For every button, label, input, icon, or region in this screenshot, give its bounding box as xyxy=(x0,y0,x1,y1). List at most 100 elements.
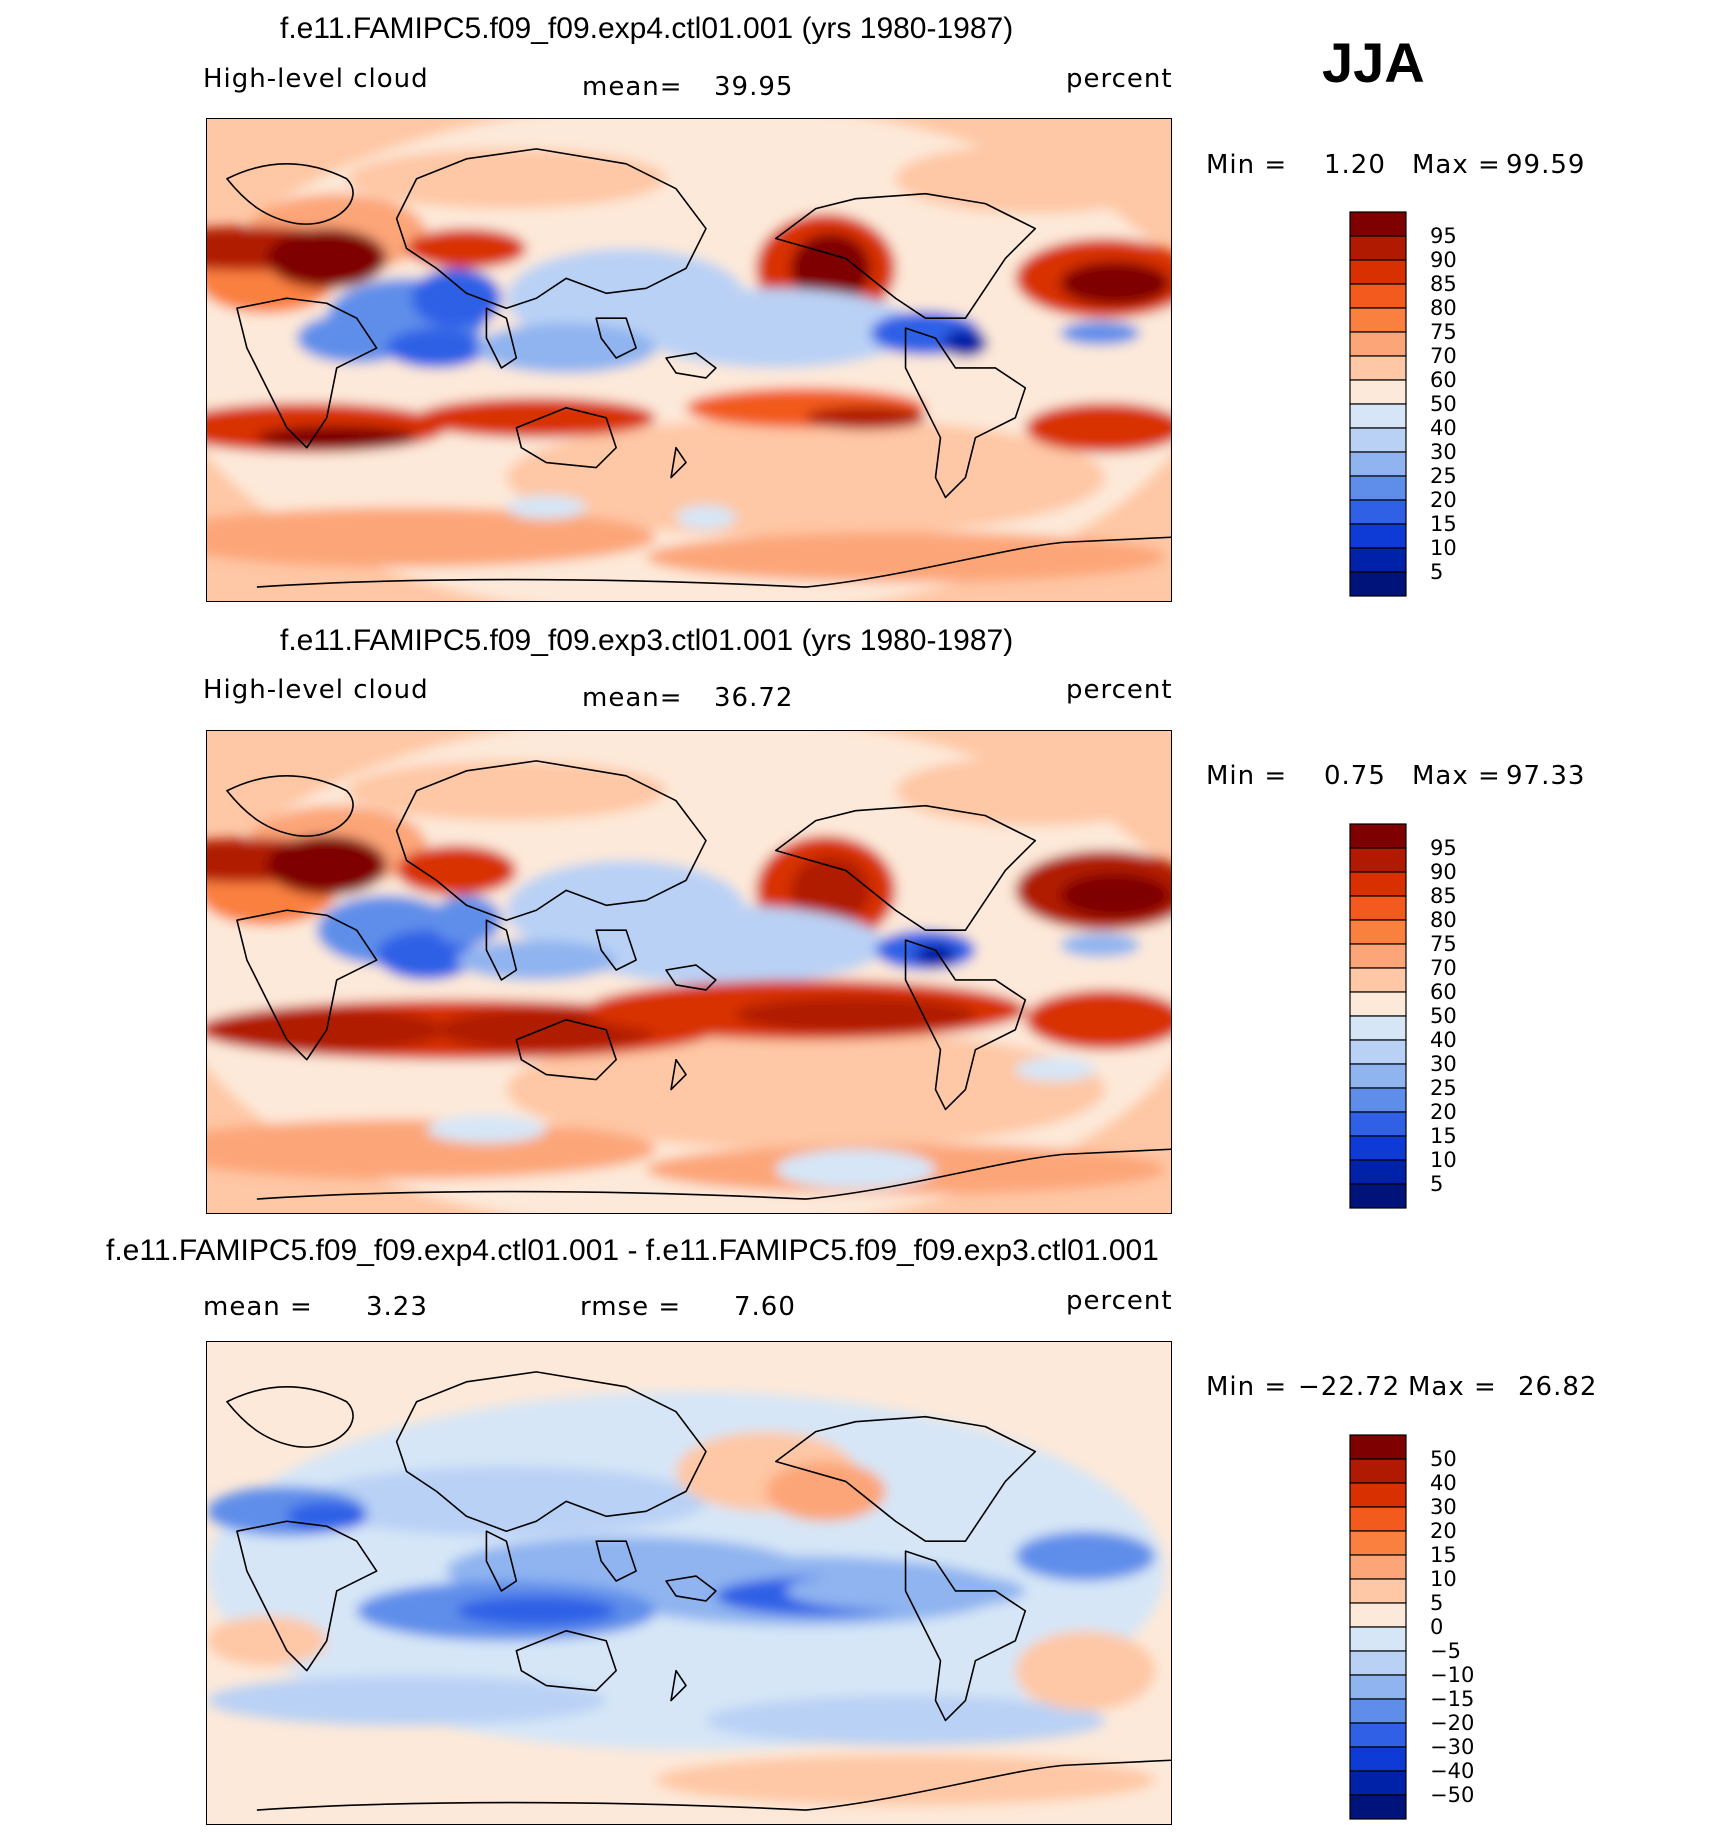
panel2-max-label: Max = xyxy=(1412,761,1501,791)
panel1-mean-value: 39.95 xyxy=(714,72,794,102)
field-contour-region xyxy=(506,495,587,520)
field-contour-region xyxy=(426,1115,547,1144)
panel2-min-value: 0.75 xyxy=(1324,761,1386,791)
colorbar-tick-label: 85 xyxy=(1430,272,1457,296)
field-contour-region xyxy=(266,835,387,896)
coastline-segment xyxy=(226,163,354,225)
field-contour-region xyxy=(411,268,502,329)
colorbar-swatch xyxy=(1349,1183,1407,1209)
panel3-max-value: 26.82 xyxy=(1518,1372,1598,1402)
field-contour-region xyxy=(207,1675,607,1726)
field-contour-region xyxy=(1060,873,1171,918)
colorbar-swatch xyxy=(1349,991,1407,1017)
colorbar-swatch xyxy=(1349,1087,1407,1113)
field-contour-region xyxy=(207,1119,656,1180)
field-contour-region xyxy=(656,1755,1156,1806)
colorbar-tick-label: 70 xyxy=(1430,344,1457,368)
panel2-mean-label: mean= xyxy=(582,683,683,713)
colorbar-tick-label: −30 xyxy=(1430,1735,1474,1759)
panel2-colorbar: 95 90 85 80 75 70 60 50 40 30 25 20 15 10 5 xyxy=(1348,823,1548,1212)
field-contour-region xyxy=(735,996,976,1033)
coastline-segment xyxy=(256,1148,1171,1200)
coastline-segment xyxy=(904,939,1027,1111)
coastline-segment xyxy=(226,1386,354,1448)
colorbar-swatch xyxy=(1349,1506,1407,1532)
field-contour-region xyxy=(566,905,886,985)
field-contour-region xyxy=(296,313,417,363)
colorbar-swatch xyxy=(1349,523,1407,549)
panel1-min-label: Min = xyxy=(1206,150,1288,180)
field-contour-region xyxy=(775,1149,936,1190)
panel2-mean-value: 36.72 xyxy=(714,683,794,713)
coastlines xyxy=(226,1371,1171,1811)
panel1-max-value: 99.59 xyxy=(1506,150,1586,180)
panel3-map-svg xyxy=(207,1342,1171,1824)
coastline-segment xyxy=(665,1575,717,1602)
coastline-segment xyxy=(395,1371,707,1533)
colorbar-tick-label: 10 xyxy=(1430,1148,1457,1172)
panel2-units: percent xyxy=(1066,675,1173,705)
field-contour-region xyxy=(1060,933,1141,958)
colorbar-swatch xyxy=(1349,1530,1407,1556)
coastline-segment xyxy=(904,1550,1027,1722)
colorbar-swatch xyxy=(1349,847,1407,873)
colorbar-tick-label: 70 xyxy=(1430,956,1457,980)
colorbar-swatch xyxy=(1349,499,1407,525)
colorbar-swatch xyxy=(1349,895,1407,921)
panel1-map xyxy=(206,118,1172,602)
panel2-map xyxy=(206,730,1172,1214)
colorbar-swatch xyxy=(1349,1746,1407,1772)
coastline-segment xyxy=(515,407,617,469)
colorbar-tick-label: −15 xyxy=(1430,1687,1474,1711)
panel3-min-value: −22.72 xyxy=(1298,1372,1401,1402)
coastline-segment xyxy=(670,446,687,479)
colorbar-swatch xyxy=(1349,355,1407,381)
panel2-min-label: Min = xyxy=(1206,761,1288,791)
coastline-segment xyxy=(236,1520,378,1672)
colorbar-tick-label: 30 xyxy=(1430,1052,1457,1076)
coastline-segment xyxy=(395,148,707,310)
season-label: JJA xyxy=(1322,31,1425,94)
colorbar-swatch xyxy=(1349,1602,1407,1628)
colorbar-swatch xyxy=(1349,967,1407,993)
colorbar-swatch xyxy=(1349,475,1407,501)
field-contour-region xyxy=(915,943,956,968)
colorbar-swatch xyxy=(1349,1626,1407,1652)
panel2-variable: High-level cloud xyxy=(203,675,429,705)
colorbar-tick-label: −20 xyxy=(1430,1711,1474,1735)
colorbar-swatch xyxy=(1349,1794,1407,1820)
colorbar-swatch xyxy=(1349,283,1407,309)
colorbar-swatch xyxy=(1349,1722,1407,1748)
colorbar-tick-label: 80 xyxy=(1430,908,1457,932)
field-contours xyxy=(207,731,1171,1213)
panel1-map-svg xyxy=(207,119,1171,601)
colorbar-swatch xyxy=(1349,259,1407,285)
coastline-segment xyxy=(670,1058,687,1091)
panel2-title: f.e11.FAMIPC5.f09_f09.exp3.ctl01.001 (yr… xyxy=(280,624,1014,657)
field-contour-region xyxy=(396,845,517,896)
colorbar-tick-label: 25 xyxy=(1430,464,1457,488)
field-contour-region xyxy=(636,288,916,368)
colorbar-tick-label: 85 xyxy=(1430,884,1457,908)
colorbar-swatch xyxy=(1349,823,1407,849)
colorbar-swatch xyxy=(1349,403,1407,429)
colorbar-swatch xyxy=(1349,1063,1407,1089)
colorbar-tick-label: 50 xyxy=(1430,1447,1457,1471)
coastline-segment xyxy=(775,192,1037,319)
field-contour-region xyxy=(1060,261,1171,306)
coastline-segment xyxy=(515,1019,617,1081)
coastline-segment xyxy=(256,536,1171,588)
colorbar-swatch xyxy=(1349,1482,1407,1508)
coastline-segment xyxy=(665,352,717,379)
colorbar-tick-label: −50 xyxy=(1430,1783,1474,1807)
coastline-segment xyxy=(670,1669,687,1702)
coastline-segment xyxy=(775,1415,1037,1542)
coastlines xyxy=(226,148,1171,588)
field-contour-region xyxy=(207,1615,327,1666)
colorbar-tick-label: 20 xyxy=(1430,1100,1457,1124)
colorbar-tick-label: 90 xyxy=(1430,248,1457,272)
colorbar-swatch xyxy=(1349,871,1407,897)
colorbar-tick-label: 15 xyxy=(1430,512,1457,536)
colorbar-tick-label: 95 xyxy=(1430,224,1457,248)
colorbar-tick-label: −5 xyxy=(1430,1639,1461,1663)
